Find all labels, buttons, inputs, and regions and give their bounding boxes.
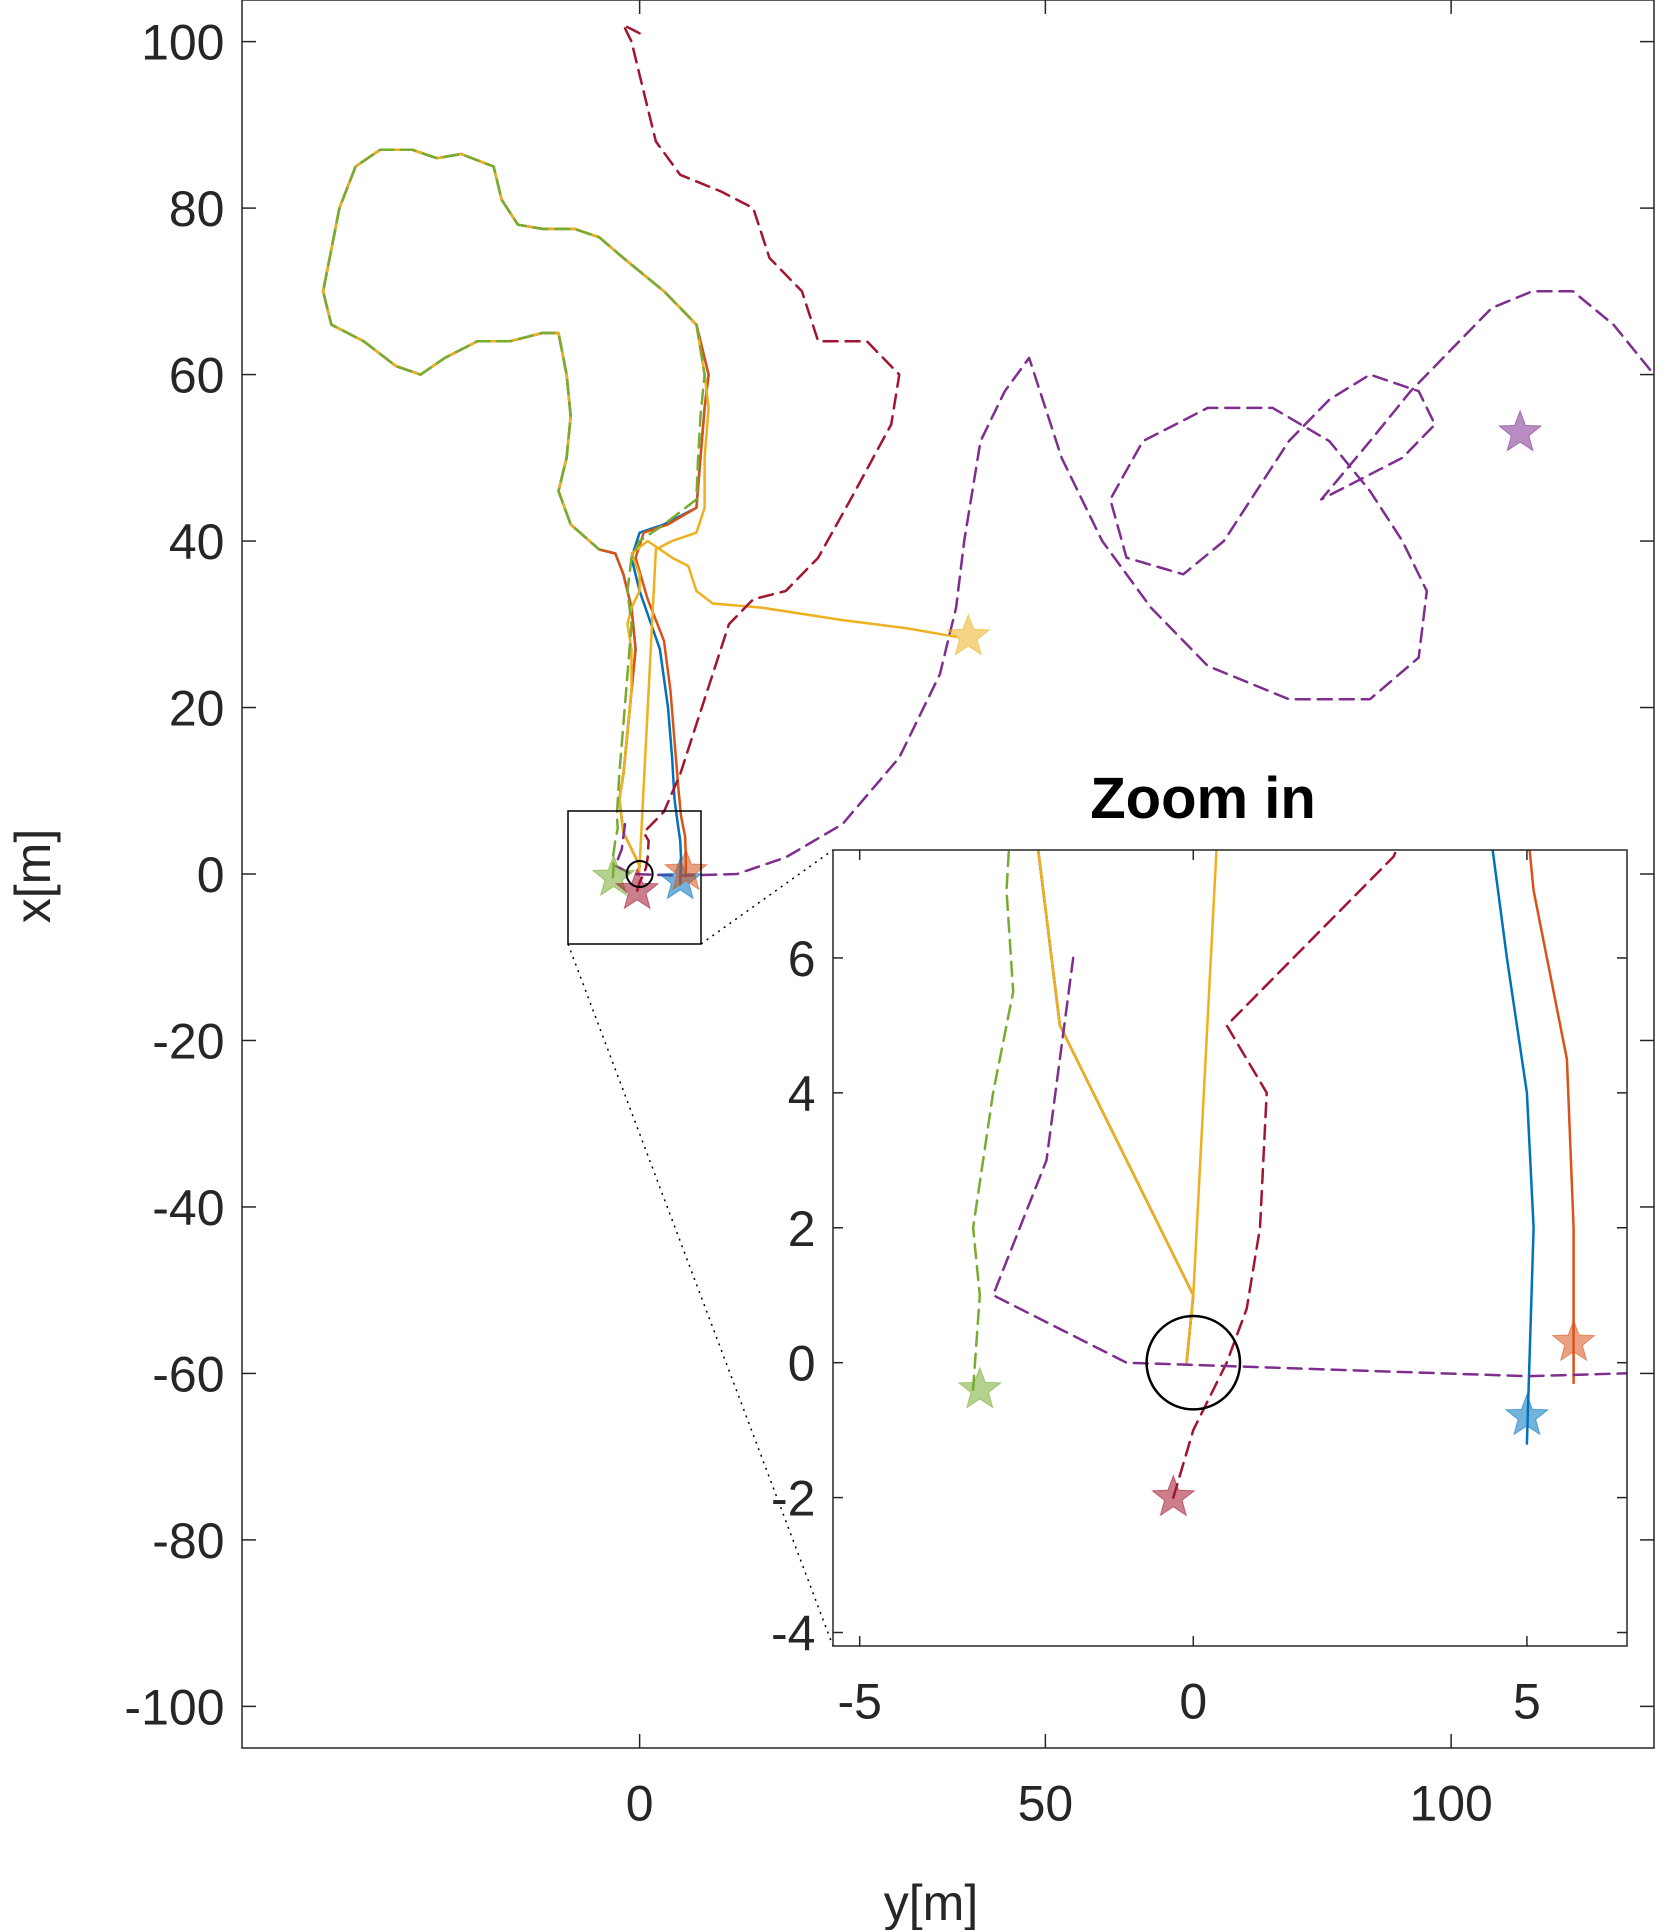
- start-star-marker-2: [1504, 1393, 1550, 1436]
- main-x-axis: 0 50 100: [626, 0, 1493, 1832]
- inset-x-axis: -5 0 5: [837, 850, 1541, 1730]
- series-line-3: [321, 148, 706, 879]
- y-axis-label: x[m]: [5, 829, 61, 923]
- start-star-marker-0: [591, 853, 636, 897]
- origin-circle: [625, 860, 654, 888]
- inset-plot-frame: [832, 849, 1628, 1647]
- y-tick-label: 40: [169, 514, 225, 570]
- y-tick-label: 80: [169, 181, 225, 237]
- y-tick-label: 2: [788, 1201, 816, 1257]
- series-line-5: [614, 290, 1654, 877]
- inset-y-axis: 6 4 2 0 -2 -4: [771, 931, 1627, 1662]
- series-line-0: [321, 148, 710, 886]
- y-tick-label: 6: [788, 931, 816, 987]
- x-tick-label: 5: [1513, 1674, 1541, 1730]
- y-tick-label: -60: [152, 1346, 224, 1402]
- x-axis-label: y[m]: [884, 1875, 978, 1930]
- y-tick-label: -2: [771, 1471, 815, 1527]
- inset-origin-circle: [1145, 1314, 1242, 1411]
- y-tick-label: -100: [124, 1679, 224, 1735]
- zoom-source-box: [567, 810, 702, 945]
- x-tick-label: 100: [1409, 1776, 1492, 1832]
- x-tick-label: 0: [1179, 1674, 1207, 1730]
- start-star-marker-5: [1497, 409, 1543, 452]
- y-tick-label: 4: [788, 1066, 816, 1122]
- start-star-marker-0: [957, 1366, 1003, 1409]
- y-tick-label: -80: [152, 1513, 224, 1569]
- start-star-marker-1: [614, 867, 660, 910]
- start-star-marker-4: [946, 613, 991, 656]
- series-line-4: [622, 23, 901, 892]
- start-star-marker-1: [1151, 1474, 1196, 1517]
- y-tick-label: 20: [169, 681, 225, 737]
- inset-plot-markers: [957, 1314, 1596, 1517]
- y-tick-label: -40: [152, 1180, 224, 1236]
- inset-background: [833, 850, 1627, 1646]
- y-tick-label: 100: [141, 15, 224, 71]
- series-line-2: [321, 148, 958, 876]
- y-tick-label: 0: [197, 847, 225, 903]
- y-tick-label: -4: [771, 1606, 815, 1662]
- main-plot-markers: [591, 409, 1543, 910]
- y-tick-label: 0: [788, 1336, 816, 1392]
- x-tick-label: 0: [626, 1776, 654, 1832]
- y-tick-label: -20: [152, 1013, 224, 1069]
- zoom-connector-bottom: [567, 943, 834, 1647]
- x-tick-label: -5: [837, 1674, 881, 1730]
- inset-title: Zoom in: [1090, 766, 1316, 831]
- x-tick-label: 50: [1018, 1776, 1074, 1832]
- y-tick-label: 60: [169, 348, 225, 404]
- start-star-marker-3: [1551, 1318, 1596, 1362]
- series-line-1: [321, 148, 710, 878]
- main-plot-series: [321, 23, 1654, 892]
